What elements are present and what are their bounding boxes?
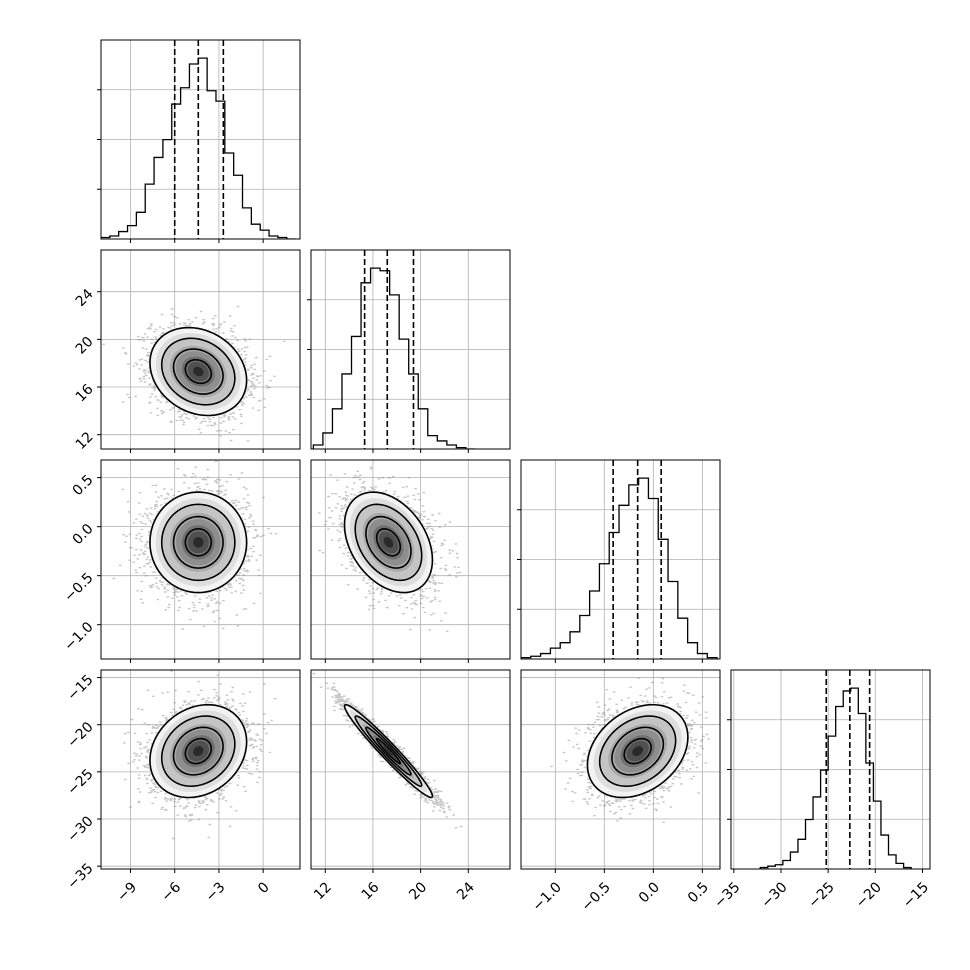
contour-line-3 bbox=[586, 703, 689, 799]
density-panel-1-0 bbox=[97, 249, 301, 453]
panel-frame bbox=[100, 669, 301, 870]
contour-line-0 bbox=[623, 737, 652, 765]
marginal-panel-1 bbox=[307, 249, 511, 453]
density-fill-7 bbox=[193, 746, 204, 757]
panel-content bbox=[311, 670, 510, 869]
density-fill-7 bbox=[383, 746, 394, 757]
panel-frame bbox=[100, 459, 301, 660]
marginal-panel-3 bbox=[727, 669, 931, 873]
contour-line-3 bbox=[149, 326, 248, 417]
contour-line-1 bbox=[611, 726, 665, 776]
density-panel-3-2 bbox=[520, 669, 721, 873]
contour-line-1 bbox=[172, 515, 224, 569]
contour-line-2 bbox=[598, 715, 677, 787]
contour-line-2 bbox=[160, 715, 236, 787]
density-panel-2-1 bbox=[310, 459, 511, 663]
marginal-panel-0 bbox=[97, 39, 301, 243]
panel-content bbox=[101, 670, 300, 869]
density-fill-7 bbox=[193, 536, 204, 548]
density-fill-7 bbox=[383, 536, 394, 548]
contour-line-2 bbox=[354, 503, 423, 582]
contour-line-3 bbox=[343, 491, 434, 594]
contour-line-1 bbox=[365, 515, 412, 569]
panel-frame bbox=[730, 669, 931, 870]
density-panel-3-1 bbox=[310, 669, 511, 873]
contour-line-3 bbox=[343, 703, 434, 799]
histogram-step-line bbox=[759, 687, 912, 869]
panel-content bbox=[101, 250, 300, 449]
panel-frame bbox=[310, 249, 511, 450]
contour-line-0 bbox=[184, 358, 213, 385]
density-panel-3-0 bbox=[97, 669, 301, 873]
contour-line-0 bbox=[375, 737, 402, 765]
contour-line-3 bbox=[149, 491, 248, 594]
contour-line-0 bbox=[375, 528, 402, 557]
panel-frame bbox=[520, 669, 721, 870]
panel-frame bbox=[310, 459, 511, 660]
contour-line-2 bbox=[354, 715, 423, 788]
histogram-step-line bbox=[521, 477, 718, 659]
panel-content bbox=[101, 460, 300, 659]
marginal-panel-2 bbox=[517, 459, 721, 663]
histogram-step-line bbox=[101, 57, 296, 239]
panel-frame bbox=[100, 249, 301, 450]
contour-line-0 bbox=[184, 737, 213, 765]
density-fill-7 bbox=[193, 366, 204, 377]
contour-line-1 bbox=[172, 726, 224, 776]
contour-line-1 bbox=[172, 348, 224, 395]
panel-content bbox=[521, 670, 720, 869]
panel-content bbox=[311, 460, 510, 659]
panel-frame bbox=[310, 669, 511, 870]
histogram-step-line bbox=[312, 267, 476, 449]
density-panel-2-0 bbox=[97, 459, 301, 663]
density-fill-7 bbox=[632, 746, 644, 757]
panels: −9 −6 −3 0 12 16 20 24 −1.0 −0.5 0.0 0.5 −35 −30 −25 −2… bbox=[61, 39, 932, 915]
contour-line-2 bbox=[160, 503, 236, 582]
contour-line-0 bbox=[184, 528, 213, 557]
panel-frame bbox=[100, 39, 301, 240]
contour-line-2 bbox=[160, 337, 236, 406]
contour-line-1 bbox=[365, 726, 412, 776]
contour-line-3 bbox=[149, 703, 248, 799]
panel-frame bbox=[520, 459, 721, 660]
